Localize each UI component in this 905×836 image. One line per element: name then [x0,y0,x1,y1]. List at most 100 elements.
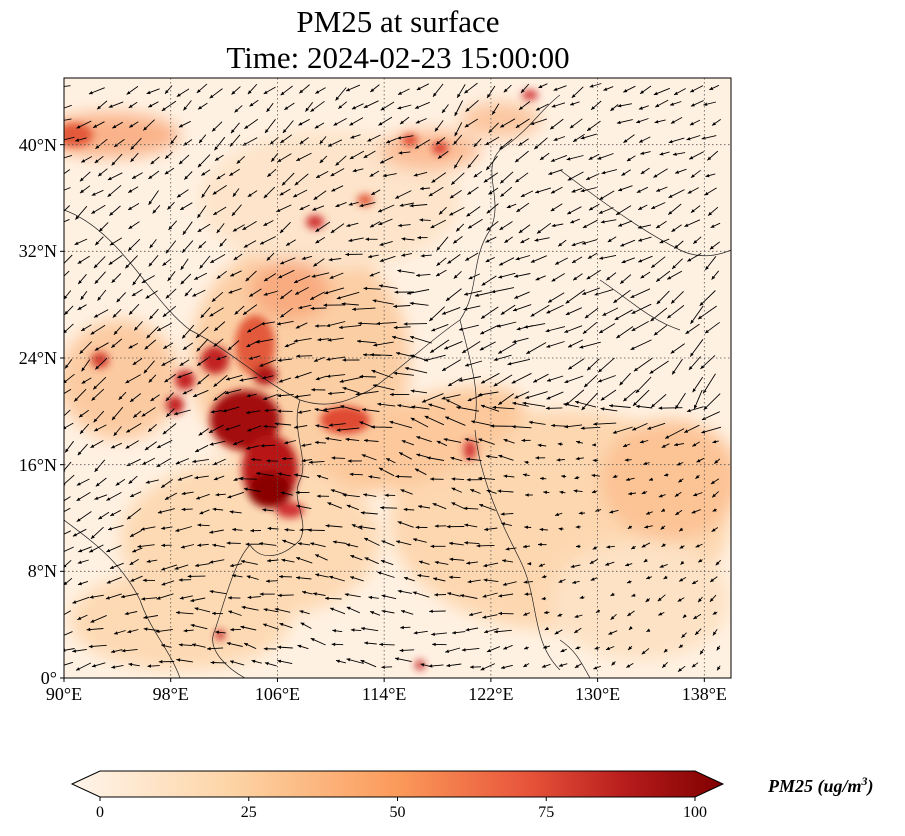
wind-arrow-head [687,258,692,262]
wind-arrow-head [95,145,100,149]
wind-arrow-head [181,507,186,512]
wind-arrow-head [502,582,507,586]
wind-arrow-head [694,404,698,409]
wind-arrow-head [176,93,181,97]
wind-arrow-head [672,265,676,269]
wind-arrow-head [430,544,435,549]
wind-arrow-head [640,274,645,279]
wind-arrow-head [534,238,539,242]
wind-arrow-head [555,261,560,265]
wind-arrow-head [580,426,585,430]
wind-arrow-head [545,328,550,333]
wind-arrow-head [350,576,354,580]
wind-arrow-head [641,490,646,494]
wind-arrow-head [483,178,488,183]
wind-arrow-head [416,453,421,457]
wind-arrow-head [81,380,86,384]
wind-arrow-head [507,362,512,366]
wind-arrow-head [213,397,218,401]
wind-arrow-head [668,194,673,198]
wind-arrow-head [359,421,364,425]
wind-arrow-head [118,396,123,400]
wind-arrow [492,406,515,410]
wind-arrow-head [698,598,702,603]
wind-arrow-head [108,104,113,108]
wind-arrow-head [180,545,185,549]
wind-arrow-head [276,322,281,326]
wind-arrow-head [524,325,528,329]
wind-arrow-head [256,471,260,476]
wind-arrow-head [606,646,610,650]
wind-arrow-head [656,224,661,229]
wind-arrow-head [667,276,672,280]
wind-arrow-head [530,313,535,317]
wind-arrow [697,305,717,320]
wind-arrow-head [658,406,663,410]
wind-arrow-head [107,176,112,180]
wind-arrow-head [379,242,384,246]
wind-arrow-head [198,432,203,436]
wind-arrow-head [329,575,334,580]
wind-arrow-head [178,578,183,582]
wind-arrow-head [59,664,63,667]
wind-arrow [458,376,481,382]
wind-arrow-head [692,443,697,447]
wind-arrow-head [514,295,519,299]
wind-arrow-head [492,110,496,115]
wind-arrow-head [693,240,698,244]
wind-arrow [471,420,495,427]
wind-arrow-head [239,477,243,481]
wind-arrow-head [601,170,606,175]
wind-arrow-head [417,235,421,240]
wind-arrow-head [368,475,373,479]
wind-arrow-head [178,124,183,128]
wind-arrow-head [57,222,61,225]
wind-arrow-head [630,346,635,350]
wind-arrow-head [641,544,646,548]
wind-arrow-head [451,487,456,491]
wind-arrow-head [128,247,132,251]
wind-arrow-head [165,294,170,299]
wind-arrow-head [293,193,298,198]
wind-arrow-head [700,365,705,369]
wind-arrow-head [631,593,636,597]
wind-arrow-head [663,575,668,579]
wind-arrow-head [341,302,346,306]
wind-arrow-head [675,511,680,515]
wind-arrow-head [195,448,200,452]
wind-arrow-head [128,480,133,484]
wind-arrow-head [165,155,169,159]
wind-arrow-head [570,220,575,224]
wind-arrow-head [331,456,336,460]
wind-arrow [64,154,73,159]
wind-arrow-head [627,525,632,529]
wind-arrow-head [711,275,716,280]
wind-arrow-head [447,260,452,264]
wind-arrow-head [553,137,558,141]
wind-arrow-head [81,367,85,372]
wind-arrow-head [410,354,415,358]
wind-arrow-head [219,242,224,247]
wind-arrow-head [95,241,99,246]
wind-arrow-head [114,143,118,147]
wind-arrow-head [543,490,547,495]
wind-arrow [64,169,71,175]
wind-arrow-head [612,474,617,478]
wind-arrow-head [404,366,409,371]
wind-arrow-head [132,281,137,286]
wind-arrow-head [76,667,80,671]
wind-arrow-head [183,629,188,633]
wind-arrow-head [328,391,332,396]
wind-arrow-head [106,580,111,584]
wind-arrow-head [689,121,694,126]
wind-arrow-head [424,358,429,362]
wind-arrow [703,393,721,411]
wind-arrow-head [180,206,185,210]
lat-tick-label: 16°N [18,454,57,475]
wind-arrow-head [709,598,714,602]
wind-arrow-head [325,524,330,528]
wind-arrow-head [641,650,646,655]
wind-arrow-head [378,122,383,126]
wind-arrow-head [57,85,61,89]
wind-arrow-head [608,631,613,635]
